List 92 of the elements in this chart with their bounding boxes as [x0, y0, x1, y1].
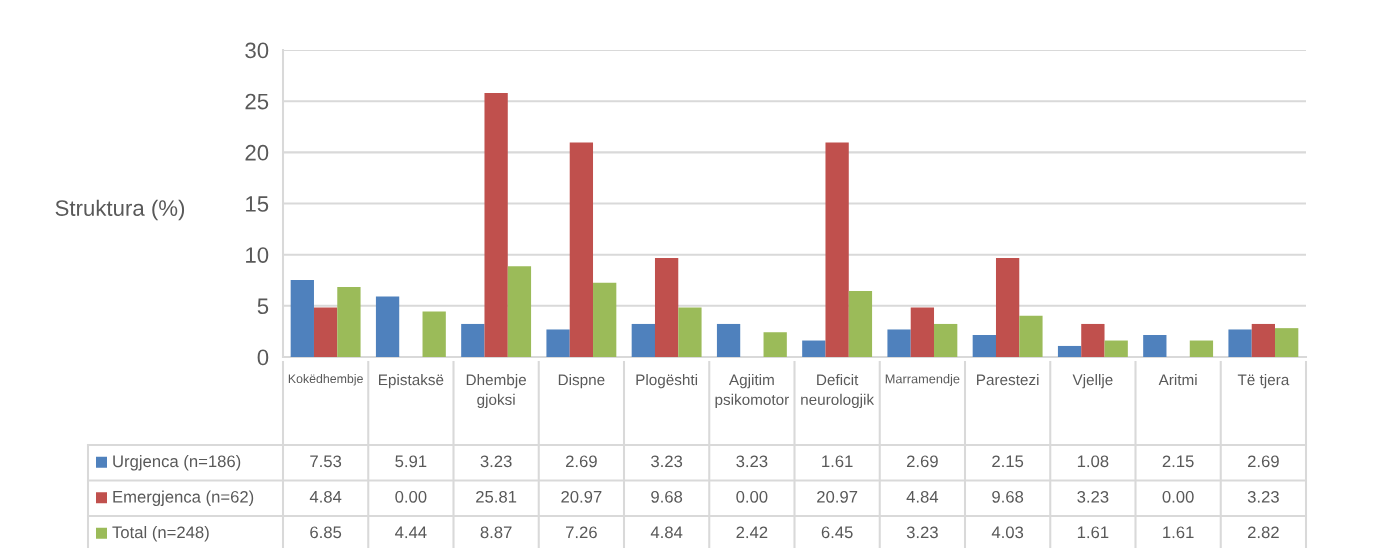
data-label: 6.45: [821, 526, 853, 539]
y-tick-label: 15: [246, 196, 269, 212]
bar: [716, 323, 741, 357]
bar: [313, 307, 338, 357]
data-label: 3.23: [1077, 490, 1109, 503]
legend-label: Emergjenca (n=62): [113, 490, 254, 507]
data-label: 3.23: [651, 455, 683, 468]
bar: [1081, 323, 1105, 357]
data-label: 3.23: [1247, 490, 1279, 503]
bar: [763, 332, 787, 357]
x-tick-label: Parestezi: [977, 374, 1039, 386]
bar: [375, 296, 400, 357]
data-label: 2.82: [1248, 526, 1279, 539]
y-axis-title: Struktura (%): [55, 199, 185, 221]
bar: [507, 266, 532, 357]
data-label: 3.23: [736, 455, 768, 468]
y-tick-label: 10: [246, 247, 269, 263]
bar: [461, 323, 485, 357]
bar: [1057, 345, 1082, 357]
bar: [290, 279, 314, 357]
bar: [1189, 340, 1214, 357]
data-label: 7.53: [310, 455, 342, 468]
bar: [1143, 335, 1167, 357]
bar: [654, 257, 679, 357]
data-label: 0.00: [736, 490, 768, 503]
x-tick-label: Deficit neurologjik: [801, 374, 875, 409]
data-label: 2.42: [736, 526, 768, 539]
bar: [337, 286, 361, 357]
data-label: 2.15: [992, 455, 1024, 468]
bar: [887, 329, 911, 357]
data-label: 9.68: [651, 490, 683, 503]
legend-label: Urgjenca (n=186): [113, 454, 241, 471]
data-label: 1.61: [822, 455, 853, 468]
data-label: 3.23: [906, 526, 938, 539]
data-label: 8.87: [480, 526, 512, 539]
bar: [1275, 328, 1299, 357]
data-label: 3.23: [480, 455, 512, 468]
legend-label: Total (n=248): [112, 525, 209, 542]
y-tick-label: 0: [257, 349, 269, 366]
bar: [422, 311, 446, 357]
data-label: 1.08: [1077, 455, 1109, 468]
bar: [910, 307, 935, 357]
data-label: 5.91: [395, 455, 427, 468]
data-label: 0.00: [395, 490, 427, 503]
bar: [848, 291, 873, 357]
x-tick-label: Plogështi: [636, 374, 698, 389]
data-label: 4.44: [395, 526, 427, 539]
bar: [802, 340, 826, 357]
bar: [934, 323, 958, 357]
data-label: 2.69: [1248, 455, 1279, 468]
bar: [972, 335, 996, 357]
x-tick-label: Marramendje: [885, 374, 960, 386]
x-tick-label: Epistaksë: [379, 374, 444, 389]
data-label: 4.03: [991, 526, 1024, 539]
y-tick-label: 20: [245, 144, 269, 161]
data-label: 1.61: [1077, 526, 1109, 539]
bar: [825, 142, 849, 357]
bar: [1251, 323, 1276, 357]
data-label: 2.69: [566, 455, 597, 468]
y-tick-label: 25: [245, 93, 269, 110]
data-label: 2.69: [907, 455, 938, 468]
data-label: 9.68: [992, 490, 1024, 503]
data-label: 20.97: [561, 490, 602, 503]
data-label: 25.81: [476, 490, 517, 503]
bar: [546, 329, 570, 357]
data-label: 4.84: [650, 526, 683, 539]
bar: [1228, 329, 1252, 357]
y-tick-label: 5: [257, 298, 269, 315]
x-tick-label: Dispne: [558, 374, 605, 389]
x-tick-label: Agjitim psikomotor: [715, 374, 789, 409]
data-label: 2.15: [1162, 455, 1194, 468]
data-label: 7.26: [566, 526, 597, 539]
data-label: 1.61: [1163, 526, 1194, 539]
bar: [1104, 340, 1128, 357]
data-label: 6.85: [310, 526, 342, 539]
x-tick-label: Dhembje gjoksi: [466, 374, 527, 409]
data-label: 20.97: [817, 490, 858, 503]
bar: [593, 282, 617, 357]
bar: [1019, 315, 1043, 357]
y-tick-label: 30: [245, 42, 269, 59]
bar: [631, 323, 655, 357]
bar: [678, 307, 702, 357]
x-tick-label: Kokëdhembje: [288, 374, 363, 386]
bar: [995, 257, 1020, 357]
data-label: 4.84: [309, 490, 342, 503]
bar: [484, 92, 508, 357]
data-label: 4.84: [906, 490, 939, 503]
x-tick-label: Aritmi: [1158, 374, 1197, 386]
bar: [569, 142, 594, 357]
x-tick-label: Vjellje: [1072, 374, 1113, 389]
data-label: 0.00: [1162, 490, 1194, 503]
x-tick-label: Të tjera: [1237, 374, 1290, 389]
